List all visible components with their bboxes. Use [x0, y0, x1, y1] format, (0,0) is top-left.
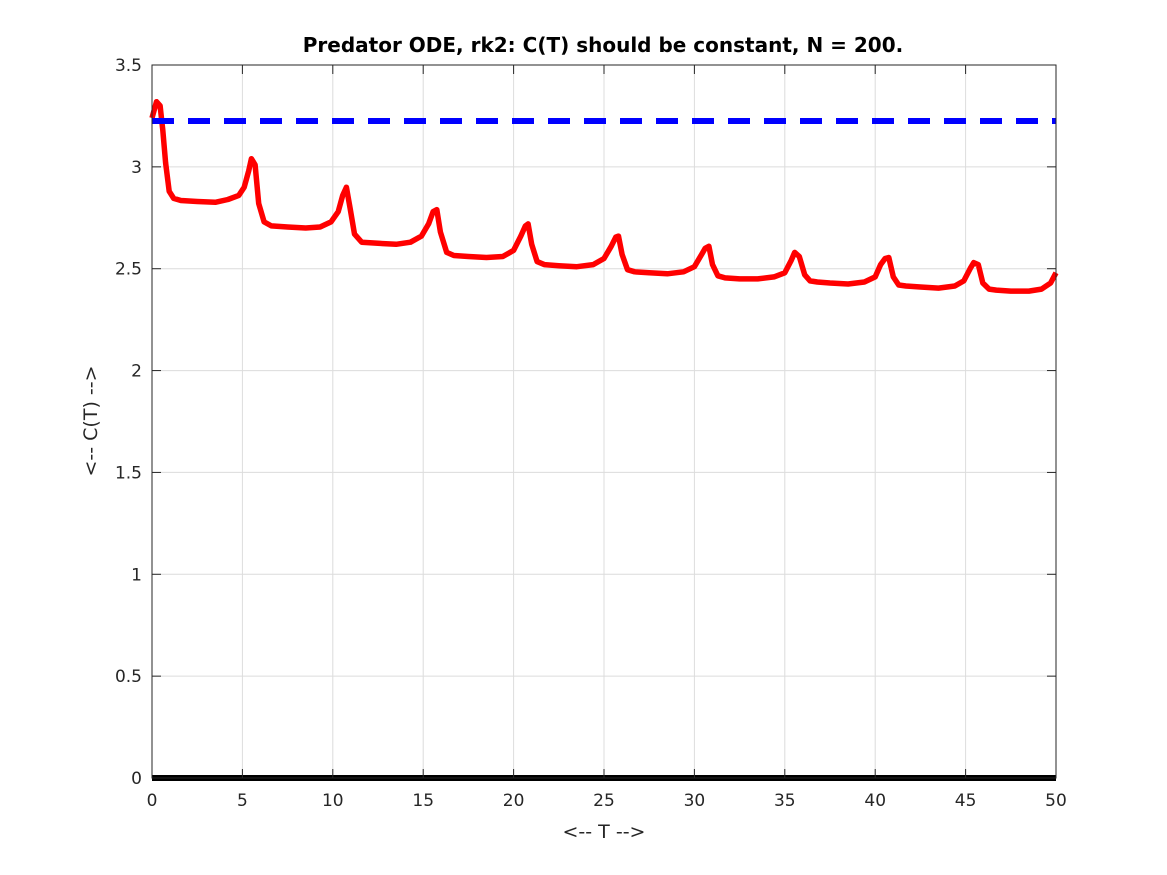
x-tick-label: 0	[147, 791, 158, 811]
x-axis-label: <-- T -->	[563, 821, 646, 843]
chart-title: Predator ODE, rk2: C(T) should be consta…	[303, 33, 903, 57]
x-tick-label: 5	[237, 791, 248, 811]
x-tick-label: 45	[955, 791, 977, 811]
y-tick-label: 0	[131, 769, 142, 789]
x-tick-label: 25	[593, 791, 615, 811]
series-c-of-t-line	[149, 98, 1059, 294]
y-tick-label: 3.5	[115, 56, 142, 76]
y-tick-label: 2.5	[115, 260, 142, 280]
x-tick-label: 35	[774, 791, 796, 811]
x-tick-label: 15	[412, 791, 434, 811]
y-tick-label: 0.5	[115, 667, 142, 687]
ticks: 0 5 10 15 20 25 30 35 40 45 50 0 0.5 1 1.5 2 2.5 3 3.5	[115, 56, 1067, 811]
x-tick-label: 30	[684, 791, 706, 811]
y-tick-label: 1	[131, 565, 142, 585]
y-tick-label: 2	[131, 362, 142, 382]
y-axis-label: <-- C(T) -->	[80, 365, 102, 476]
x-tick-label: 40	[864, 791, 886, 811]
x-tick-label: 10	[322, 791, 344, 811]
x-tick-label: 50	[1045, 791, 1067, 811]
y-tick-label: 1.5	[115, 463, 142, 483]
x-tick-label: 20	[503, 791, 525, 811]
y-tick-label: 3	[131, 158, 142, 178]
